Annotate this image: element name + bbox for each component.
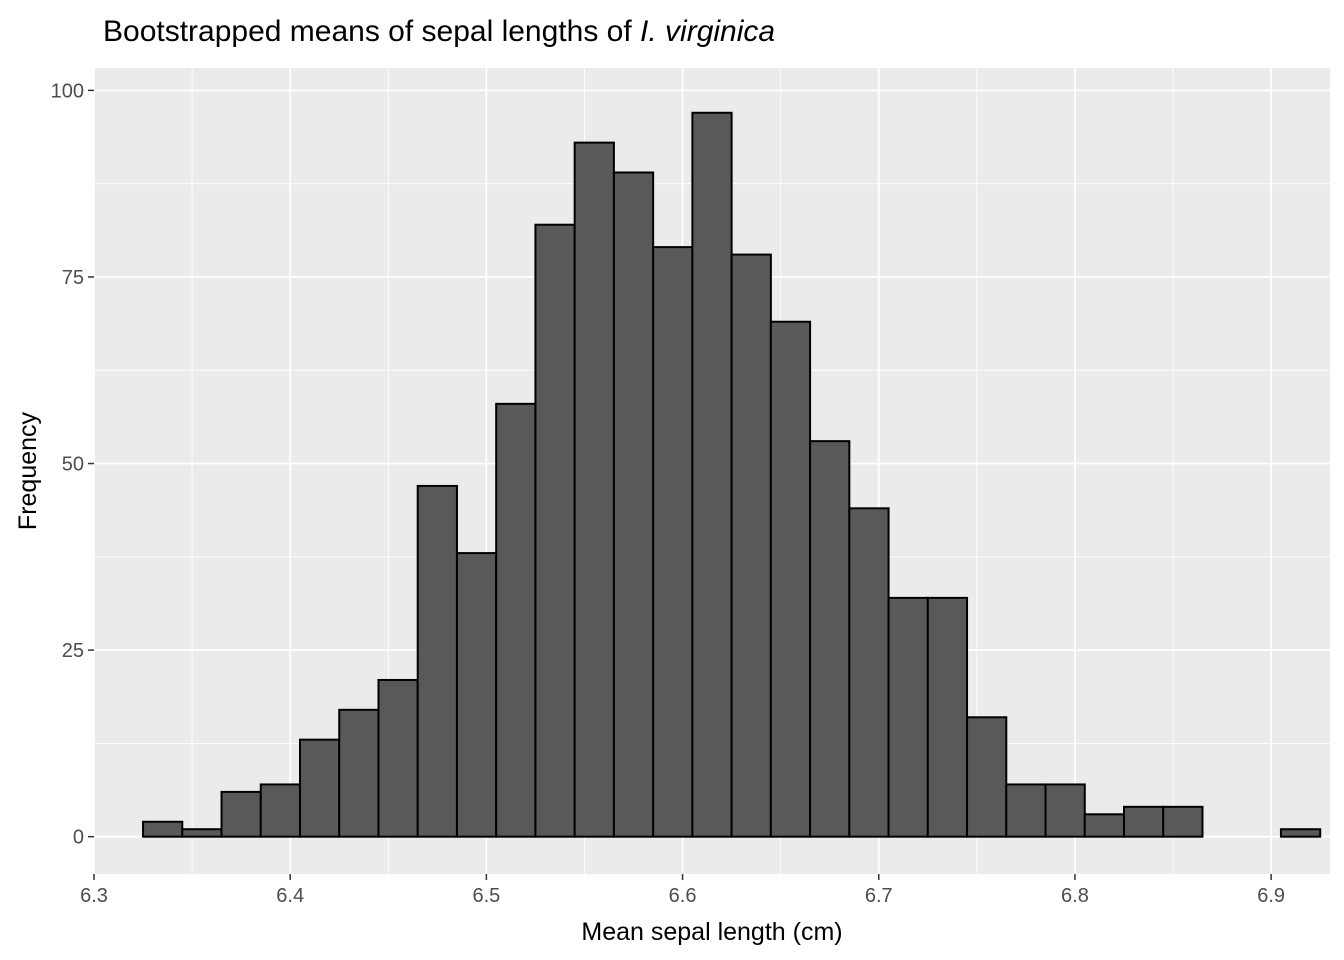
chart-title: Bootstrapped means of sepal lengths of I… [103, 15, 775, 48]
histogram-bar [573, 141, 615, 838]
histogram-bar [691, 111, 733, 838]
histogram-bar [416, 484, 458, 838]
histogram-bar [652, 246, 694, 838]
y-tick-label: 50 [62, 454, 84, 476]
x-tick-label: 6.9 [1257, 885, 1285, 907]
x-tick-label: 6.3 [80, 885, 108, 907]
histogram-bar [1279, 828, 1322, 838]
y-tick-label: 25 [62, 640, 84, 662]
histogram-bar [377, 678, 419, 838]
histogram-bar [809, 440, 851, 838]
x-axis: 6.3 6.4 6.5 6.6 6.7 6.8 6.9 [80, 874, 1285, 907]
histogram-bar [966, 716, 1008, 838]
y-axis-label: Frequency [14, 411, 42, 530]
histogram-bar [612, 171, 655, 838]
x-tick-label: 6.8 [1061, 885, 1089, 907]
histogram-bar [887, 596, 929, 838]
histogram-bar [1162, 805, 1204, 838]
histogram-bar [730, 253, 772, 838]
x-tick-label: 6.4 [276, 885, 304, 907]
histogram-bar [1044, 783, 1086, 838]
histogram-bar [220, 790, 262, 838]
histogram-bars [142, 111, 1322, 838]
histogram-bar [299, 738, 341, 838]
histogram-bar [142, 820, 184, 838]
x-tick-label: 6.5 [472, 885, 500, 907]
histogram-bar [848, 507, 890, 838]
histogram-bar [769, 320, 812, 838]
y-tick-label: 0 [73, 827, 84, 849]
histogram-bar [181, 828, 223, 838]
chart-title-main: Bootstrapped means of sepal lengths of [103, 15, 632, 48]
chart-title-species: I. virginica [640, 15, 775, 48]
x-tick-label: 6.7 [865, 885, 893, 907]
histogram-bar [495, 402, 537, 838]
histogram-bar [534, 223, 576, 838]
histogram-bar [1123, 805, 1165, 838]
histogram-bar [259, 783, 301, 838]
y-tick-label: 75 [62, 267, 84, 289]
y-axis: 0 25 50 75 100 [51, 80, 94, 849]
histogram-bar [338, 708, 380, 838]
histogram-bar [1083, 813, 1126, 838]
histogram-bar [926, 596, 969, 838]
histogram-bar [1005, 783, 1047, 838]
y-tick-label: 100 [51, 80, 84, 102]
histogram-bar [455, 552, 498, 838]
x-axis-label: Mean sepal length (cm) [581, 918, 842, 946]
x-tick-label: 6.6 [669, 885, 697, 907]
